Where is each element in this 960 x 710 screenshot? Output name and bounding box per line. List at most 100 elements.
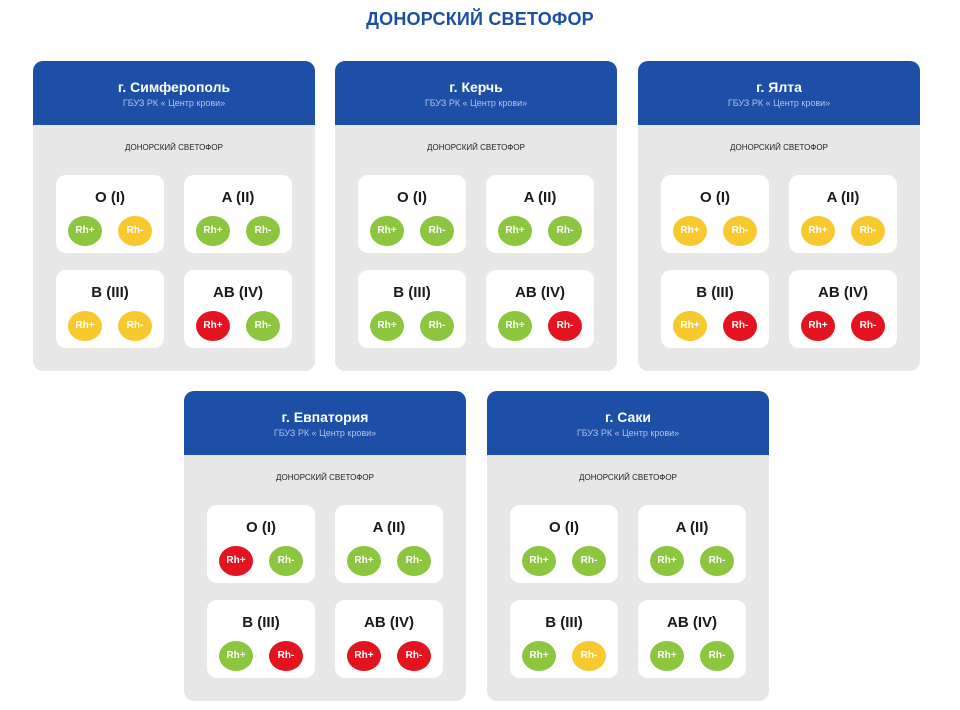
card-header: г. Керчь ГБУЗ РК « Центр крови» [335,61,617,125]
rh-plus-indicator: Rh+ [801,311,835,341]
blood-group-b: B (III) Rh+ Rh- [661,270,769,348]
rh-plus-indicator: Rh+ [498,311,532,341]
rh-indicators: Rh+ Rh- [335,546,443,576]
rh-plus-indicator: Rh+ [370,216,404,246]
card-subtitle: ДОНОРСКИЙ СВЕТОФОР [579,473,677,482]
rh-plus-indicator: Rh+ [522,546,556,576]
card-header: г. Евпатория ГБУЗ РК « Центр крови» [184,391,466,455]
city-name: г. Керчь [449,79,503,95]
blood-group-a: A (II) Rh+ Rh- [638,505,746,583]
card-subtitle: ДОНОРСКИЙ СВЕТОФОР [427,143,525,152]
city-name: г. Симферополь [117,79,231,95]
blood-group-name: A (II) [523,189,557,206]
rh-indicators: Rh+ Rh- [207,546,315,576]
blood-group-a: A (II) Rh+ Rh- [789,175,897,253]
rh-indicators: Rh+ Rh- [510,546,618,576]
blood-group-name: AB (IV) [213,284,263,301]
rh-minus-indicator: Rh- [851,311,885,341]
organization-name: ГБУЗ РК « Центр крови» [727,98,831,108]
rh-plus-indicator: Rh+ [801,216,835,246]
blood-group-name: O (I) [549,519,579,536]
rh-minus-indicator: Rh- [548,216,582,246]
card-header: г. Саки ГБУЗ РК « Центр крови» [487,391,769,455]
blood-group-name: B (III) [696,284,734,301]
rh-indicators: Rh+ Rh- [638,641,746,671]
blood-group-a: A (II) Rh+ Rh- [335,505,443,583]
rh-minus-indicator: Rh- [118,311,152,341]
rh-indicators: Rh+ Rh- [661,311,769,341]
rh-minus-indicator: Rh- [572,641,606,671]
blood-group-name: AB (IV) [667,614,717,631]
rh-indicators: Rh+ Rh- [789,311,897,341]
organization-name: ГБУЗ РК « Центр крови» [424,98,528,108]
blood-group-name: O (I) [700,189,730,206]
rh-plus-indicator: Rh+ [498,216,532,246]
rh-minus-indicator: Rh- [118,216,152,246]
blood-group-name: AB (IV) [364,614,414,631]
rh-indicators: Rh+ Rh- [661,216,769,246]
blood-group-name: A (II) [826,189,860,206]
blood-group-ab: AB (IV) Rh+ Rh- [184,270,292,348]
city-name: г. Ялта [756,79,802,95]
rh-plus-indicator: Rh+ [196,216,230,246]
rh-indicators: Rh+ Rh- [207,641,315,671]
rh-plus-indicator: Rh+ [673,216,707,246]
rh-indicators: Rh+ Rh- [184,216,292,246]
city-card-yalta: г. Ялта ГБУЗ РК « Центр крови» ДОНОРСКИЙ… [638,61,920,371]
rh-indicators: Rh+ Rh- [789,216,897,246]
rh-indicators: Rh+ Rh- [56,216,164,246]
rh-indicators: Rh+ Rh- [486,311,594,341]
blood-group-name: O (I) [95,189,125,206]
rh-minus-indicator: Rh- [420,311,454,341]
rh-minus-indicator: Rh- [548,311,582,341]
rh-plus-indicator: Rh+ [673,311,707,341]
city-card-saki: г. Саки ГБУЗ РК « Центр крови» ДОНОРСКИЙ… [487,391,769,701]
rh-indicators: Rh+ Rh- [56,311,164,341]
rh-plus-indicator: Rh+ [219,641,253,671]
rh-indicators: Rh+ Rh- [358,311,466,341]
city-card-kerch: г. Керчь ГБУЗ РК « Центр крови» ДОНОРСКИ… [335,61,617,371]
page-title: ДОНОРСКИЙ СВЕТОФОР [366,9,594,29]
organization-name: ГБУЗ РК « Центр крови» [576,428,680,438]
city-card-evpatoria: г. Евпатория ГБУЗ РК « Центр крови» ДОНО… [184,391,466,701]
blood-group-b: B (III) Rh+ Rh- [510,600,618,678]
rh-indicators: Rh+ Rh- [358,216,466,246]
blood-group-name: A (II) [675,519,709,536]
rh-plus-indicator: Rh+ [650,641,684,671]
rh-indicators: Rh+ Rh- [335,641,443,671]
rh-plus-indicator: Rh+ [68,311,102,341]
rh-minus-indicator: Rh- [420,216,454,246]
blood-group-a: A (II) Rh+ Rh- [486,175,594,253]
blood-group-ab: AB (IV) Rh+ Rh- [789,270,897,348]
blood-group-o: O (I) Rh+ Rh- [358,175,466,253]
card-subtitle: ДОНОРСКИЙ СВЕТОФОР [276,473,374,482]
blood-group-o: O (I) Rh+ Rh- [510,505,618,583]
rh-minus-indicator: Rh- [246,216,280,246]
rh-minus-indicator: Rh- [700,546,734,576]
rh-plus-indicator: Rh+ [522,641,556,671]
blood-group-name: O (I) [397,189,427,206]
rh-minus-indicator: Rh- [851,216,885,246]
rh-indicators: Rh+ Rh- [638,546,746,576]
rh-minus-indicator: Rh- [269,641,303,671]
rh-minus-indicator: Rh- [723,311,757,341]
card-header: г. Ялта ГБУЗ РК « Центр крови» [638,61,920,125]
rh-minus-indicator: Rh- [246,311,280,341]
city-name: г. Евпатория [281,409,369,425]
card-subtitle: ДОНОРСКИЙ СВЕТОФОР [125,143,223,152]
rh-minus-indicator: Rh- [397,546,431,576]
card-subtitle: ДОНОРСКИЙ СВЕТОФОР [730,143,828,152]
blood-group-o: O (I) Rh+ Rh- [207,505,315,583]
blood-group-name: A (II) [221,189,255,206]
blood-group-name: B (III) [393,284,431,301]
blood-group-b: B (III) Rh+ Rh- [358,270,466,348]
blood-group-name: B (III) [545,614,583,631]
rh-minus-indicator: Rh- [269,546,303,576]
blood-group-ab: AB (IV) Rh+ Rh- [486,270,594,348]
rh-minus-indicator: Rh- [723,216,757,246]
blood-group-name: AB (IV) [818,284,868,301]
rh-plus-indicator: Rh+ [650,546,684,576]
rh-plus-indicator: Rh+ [347,641,381,671]
organization-name: ГБУЗ РК « Центр крови» [273,428,377,438]
blood-group-name: B (III) [91,284,129,301]
